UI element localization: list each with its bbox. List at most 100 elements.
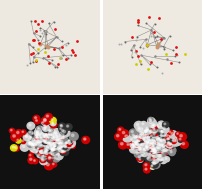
Circle shape [146,129,148,131]
Point [52,20,55,23]
Circle shape [58,146,65,153]
Circle shape [57,144,66,152]
Circle shape [144,141,146,143]
Circle shape [43,125,49,131]
Circle shape [49,146,58,154]
Circle shape [144,130,146,132]
Circle shape [55,142,56,143]
Circle shape [150,142,153,144]
Circle shape [139,133,141,135]
Circle shape [167,141,174,147]
Circle shape [38,140,43,145]
Circle shape [152,149,157,155]
Circle shape [158,130,160,132]
Circle shape [181,143,184,145]
Circle shape [15,130,23,137]
Circle shape [117,127,123,133]
Circle shape [137,146,140,149]
Point [60,45,63,48]
Circle shape [131,143,133,145]
Point [52,48,55,51]
Circle shape [150,146,157,152]
Circle shape [27,141,34,147]
Circle shape [65,142,67,143]
Circle shape [45,145,52,151]
Circle shape [152,155,153,157]
Circle shape [43,150,49,155]
Circle shape [137,143,146,152]
Circle shape [42,127,48,133]
Circle shape [152,127,154,129]
Circle shape [137,129,139,130]
Circle shape [151,139,159,147]
Circle shape [134,134,141,141]
Circle shape [160,133,162,135]
Point [40,20,43,23]
Circle shape [160,135,161,136]
Point [122,40,126,43]
Circle shape [149,164,154,168]
Circle shape [163,133,170,139]
Circle shape [148,147,157,156]
Circle shape [145,147,147,149]
Circle shape [165,136,172,142]
Circle shape [151,160,159,168]
Point [35,59,38,62]
Circle shape [134,138,142,146]
Circle shape [157,143,159,145]
Circle shape [45,134,47,136]
Circle shape [136,125,143,132]
Point [144,22,147,25]
Circle shape [11,133,19,141]
Point [31,51,34,54]
Circle shape [150,161,158,168]
Circle shape [45,134,47,136]
Circle shape [57,147,59,149]
Circle shape [150,146,153,149]
Point [152,55,155,58]
Circle shape [41,139,48,145]
Circle shape [64,141,70,146]
Circle shape [152,151,154,154]
Circle shape [138,142,144,148]
Circle shape [155,138,157,140]
Circle shape [57,131,66,139]
Circle shape [43,146,45,147]
Circle shape [46,135,56,144]
Circle shape [147,117,152,122]
Circle shape [162,122,168,128]
Circle shape [33,148,35,150]
Point [138,60,141,63]
Circle shape [158,143,165,150]
Circle shape [144,135,154,144]
Circle shape [23,134,31,141]
Point [43,46,46,49]
Circle shape [130,131,133,133]
Circle shape [145,144,147,146]
Circle shape [143,167,149,173]
Circle shape [35,133,40,138]
Circle shape [33,141,40,147]
Point [147,16,150,19]
Circle shape [35,132,40,137]
Circle shape [49,131,58,139]
Circle shape [144,146,149,151]
Circle shape [60,143,62,144]
Point [144,45,148,48]
Circle shape [39,149,44,153]
Circle shape [158,148,160,150]
Circle shape [43,140,45,142]
Circle shape [150,145,155,149]
Circle shape [138,132,145,139]
Circle shape [36,133,42,138]
Circle shape [68,140,69,141]
Circle shape [51,148,54,150]
Circle shape [26,139,33,145]
Circle shape [32,144,34,146]
Circle shape [136,127,142,133]
Circle shape [21,139,25,144]
Circle shape [156,146,159,148]
Point [150,27,153,30]
Circle shape [155,143,157,145]
Circle shape [51,129,61,138]
